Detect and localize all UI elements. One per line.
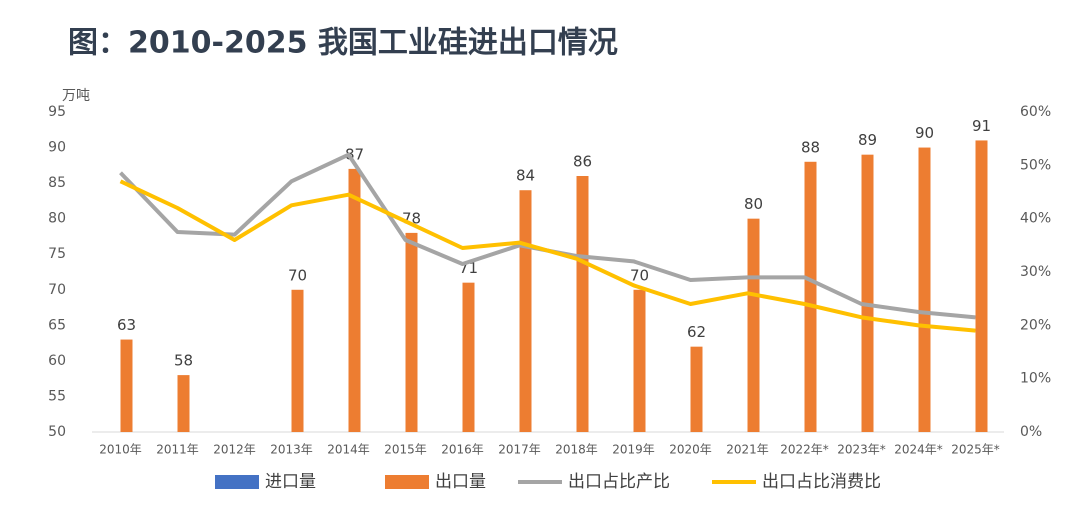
x-tick-label: 2020年 — [669, 443, 712, 457]
line — [119, 152, 976, 320]
x-tick-label: 2022年* — [780, 443, 829, 457]
data-label: 90 — [915, 124, 934, 142]
y2-tick-label: 10% — [1020, 371, 1051, 387]
x-tick-label: 2025年* — [951, 443, 1000, 457]
data-label: 80 — [744, 195, 763, 213]
y-tick-label: 95 — [48, 104, 66, 120]
bar — [462, 282, 475, 432]
y2-tick-label: 50% — [1020, 157, 1051, 173]
x-tick-label: 2018年 — [555, 443, 598, 457]
x-tick-label: 2013年 — [270, 443, 313, 457]
data-label: 70 — [288, 266, 307, 284]
bar — [291, 289, 304, 432]
y-tick-label: 65 — [48, 317, 66, 333]
bar — [120, 339, 133, 432]
x-tick-label: 2010年 — [99, 443, 142, 457]
bar — [918, 147, 931, 433]
y2-tick-label: 60% — [1020, 104, 1051, 120]
data-label: 89 — [858, 131, 877, 149]
legend-label: 出口占比产比 — [568, 472, 670, 492]
bar — [804, 161, 817, 432]
y2-tick-label: 0% — [1020, 424, 1042, 440]
legend-swatch — [385, 475, 429, 489]
y-tick-label: 90 — [48, 140, 66, 156]
bar — [690, 346, 703, 432]
x-tick-label: 2021年 — [726, 443, 769, 457]
bar — [519, 190, 532, 432]
y-tick-label: 55 — [48, 388, 66, 404]
x-tick-label: 2015年 — [384, 443, 427, 457]
x-tick-label: 2023年* — [837, 443, 886, 457]
y-tick-label: 85 — [48, 175, 66, 191]
x-tick-label: 2016年 — [441, 443, 484, 457]
bar — [405, 232, 418, 432]
data-label: 84 — [516, 167, 535, 185]
bar — [975, 140, 988, 432]
data-label: 88 — [801, 138, 820, 156]
bar — [177, 375, 190, 432]
data-label: 58 — [174, 352, 193, 370]
data-label: 91 — [972, 117, 991, 135]
x-tick-label: 2017年 — [498, 443, 541, 457]
x-tick-label: 2014年 — [327, 443, 370, 457]
data-label: 63 — [117, 316, 136, 334]
legend-label: 出口量 — [435, 472, 486, 492]
y-unit: 万吨 — [62, 88, 90, 104]
x-tick-label: 2011年 — [156, 443, 199, 457]
legend-swatch — [215, 475, 259, 489]
line — [119, 179, 976, 333]
y-tick-label: 60 — [48, 353, 66, 369]
bar — [747, 218, 760, 432]
y-tick-label: 50 — [48, 424, 66, 440]
y-tick-label: 75 — [48, 246, 66, 262]
y-tick-label: 80 — [48, 211, 66, 227]
x-tick-label: 2019年 — [612, 443, 655, 457]
data-label: 62 — [687, 323, 706, 341]
x-tick-label: 2012年 — [213, 443, 256, 457]
y2-tick-label: 30% — [1020, 264, 1051, 280]
y-tick-label: 70 — [48, 282, 66, 298]
bar — [861, 154, 874, 432]
legend-label: 进口量 — [265, 472, 316, 492]
legend-label: 出口占比消费比 — [762, 472, 881, 492]
bar — [633, 289, 646, 432]
bar — [576, 176, 589, 432]
data-label: 70 — [630, 266, 649, 284]
bar — [348, 168, 361, 432]
y2-tick-label: 40% — [1020, 211, 1051, 227]
y2-tick-label: 20% — [1020, 317, 1051, 333]
x-tick-label: 2024年* — [894, 443, 943, 457]
data-label: 86 — [573, 153, 592, 171]
chart-title: 图：2010-2025 我国工业硅进出口情况 — [68, 26, 618, 61]
